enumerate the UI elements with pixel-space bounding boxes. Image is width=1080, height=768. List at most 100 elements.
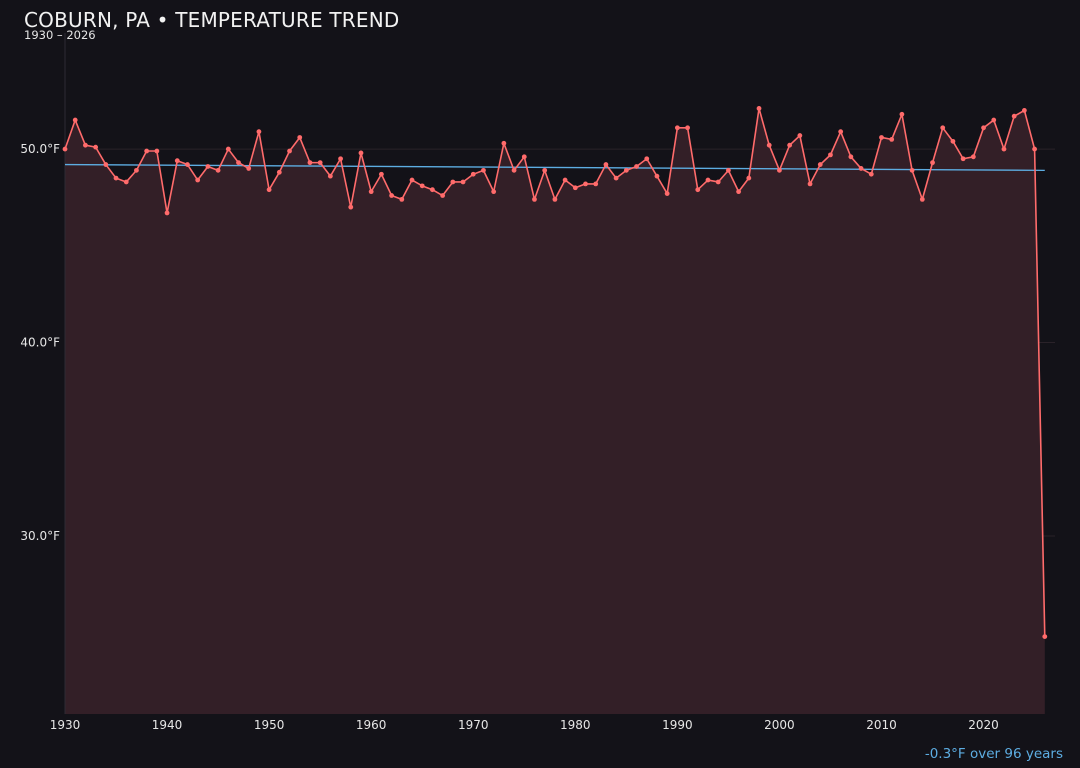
data-point <box>327 173 333 179</box>
trend-line <box>64 163 1045 172</box>
data-point <box>777 167 782 173</box>
data-point <box>899 111 905 117</box>
data-point <box>164 210 170 216</box>
data-point <box>1011 113 1017 119</box>
x-tick-label: 1970 <box>458 718 489 732</box>
x-tick-label: 1930 <box>50 718 81 732</box>
trend-change-note: -0.3°F over 96 years <box>924 746 1063 762</box>
x-tick-label: 1990 <box>662 718 693 732</box>
data-point <box>981 125 986 131</box>
data-point <box>695 187 701 193</box>
data-point <box>583 181 588 187</box>
data-point <box>756 106 762 111</box>
x-tick-label: 2020 <box>968 718 999 732</box>
data-point <box>1021 107 1027 113</box>
data-point <box>246 166 252 171</box>
data-point <box>521 154 527 160</box>
data-point <box>858 166 864 171</box>
data-point <box>766 142 772 148</box>
data-point <box>930 160 935 166</box>
data-point <box>909 167 915 173</box>
data-point <box>409 177 415 183</box>
data-point <box>144 148 150 154</box>
data-point <box>368 189 374 195</box>
data-point <box>991 117 997 123</box>
data-point <box>511 167 517 173</box>
data-point <box>664 191 670 196</box>
data-point <box>450 179 456 185</box>
data-point <box>807 181 813 187</box>
data-point <box>603 162 609 167</box>
data-point <box>736 189 742 195</box>
data-point <box>613 175 619 181</box>
data-point <box>236 160 241 166</box>
data-point <box>705 177 711 183</box>
data-point <box>430 187 435 193</box>
area-fill-layer <box>65 108 1045 714</box>
data-point <box>185 162 190 167</box>
data-point <box>960 156 966 162</box>
data-point <box>440 193 446 198</box>
data-point <box>562 177 568 183</box>
data-point <box>787 142 793 148</box>
data-point <box>654 173 660 179</box>
data-point <box>593 181 599 187</box>
data-point <box>685 125 690 131</box>
data-point <box>348 204 354 210</box>
data-point <box>358 150 364 156</box>
data-point <box>1001 146 1007 152</box>
data-point <box>174 158 180 164</box>
data-point <box>1042 634 1048 640</box>
data-point <box>797 133 803 138</box>
x-tick-label: 1950 <box>254 718 285 732</box>
data-point <box>83 142 88 148</box>
data-point <box>266 187 272 193</box>
data-point <box>62 146 68 152</box>
data-point <box>828 152 833 158</box>
area-fill <box>65 108 1045 714</box>
data-point <box>256 129 262 135</box>
data-point <box>950 138 956 144</box>
data-point <box>134 167 139 173</box>
y-tick-labels: 30.0°F 40.0°F 50.0°F <box>20 142 60 543</box>
data-point <box>276 169 282 175</box>
data-point <box>378 171 384 177</box>
x-tick-label: 1960 <box>356 718 387 732</box>
data-point <box>113 175 119 181</box>
data-point <box>123 179 129 185</box>
data-point <box>215 167 221 173</box>
data-point <box>195 177 201 183</box>
x-tick-labels: 1930 1940 1950 1960 1970 1980 1990 2000 2010 2020 <box>50 718 999 732</box>
data-point <box>838 129 844 135</box>
data-point <box>103 162 109 167</box>
y-tick-label: 40.0°F <box>20 336 60 350</box>
data-point <box>491 189 497 195</box>
data-point <box>532 196 537 202</box>
x-tick-label: 2000 <box>764 718 795 732</box>
x-tick-label: 2010 <box>866 718 897 732</box>
trend-layer <box>64 163 1045 172</box>
data-point <box>623 167 629 173</box>
series-layer <box>62 106 1048 640</box>
data-point <box>919 196 925 202</box>
data-point <box>317 160 323 166</box>
data-point <box>307 160 313 166</box>
data-point <box>481 167 486 173</box>
data-point <box>940 125 946 131</box>
data-point <box>572 185 578 191</box>
data-point <box>817 162 823 167</box>
data-point <box>389 193 394 198</box>
data-point <box>644 156 650 162</box>
x-tick-label: 1980 <box>560 718 591 732</box>
data-point <box>72 117 78 123</box>
data-point <box>205 164 211 169</box>
data-point <box>1032 146 1037 152</box>
data-point <box>889 137 895 142</box>
data-point <box>338 156 343 162</box>
data-point <box>726 167 731 173</box>
chart-subtitle: 1930 – 2026 <box>24 28 96 42</box>
y-tick-label: 30.0°F <box>20 529 60 543</box>
data-point <box>634 164 639 169</box>
